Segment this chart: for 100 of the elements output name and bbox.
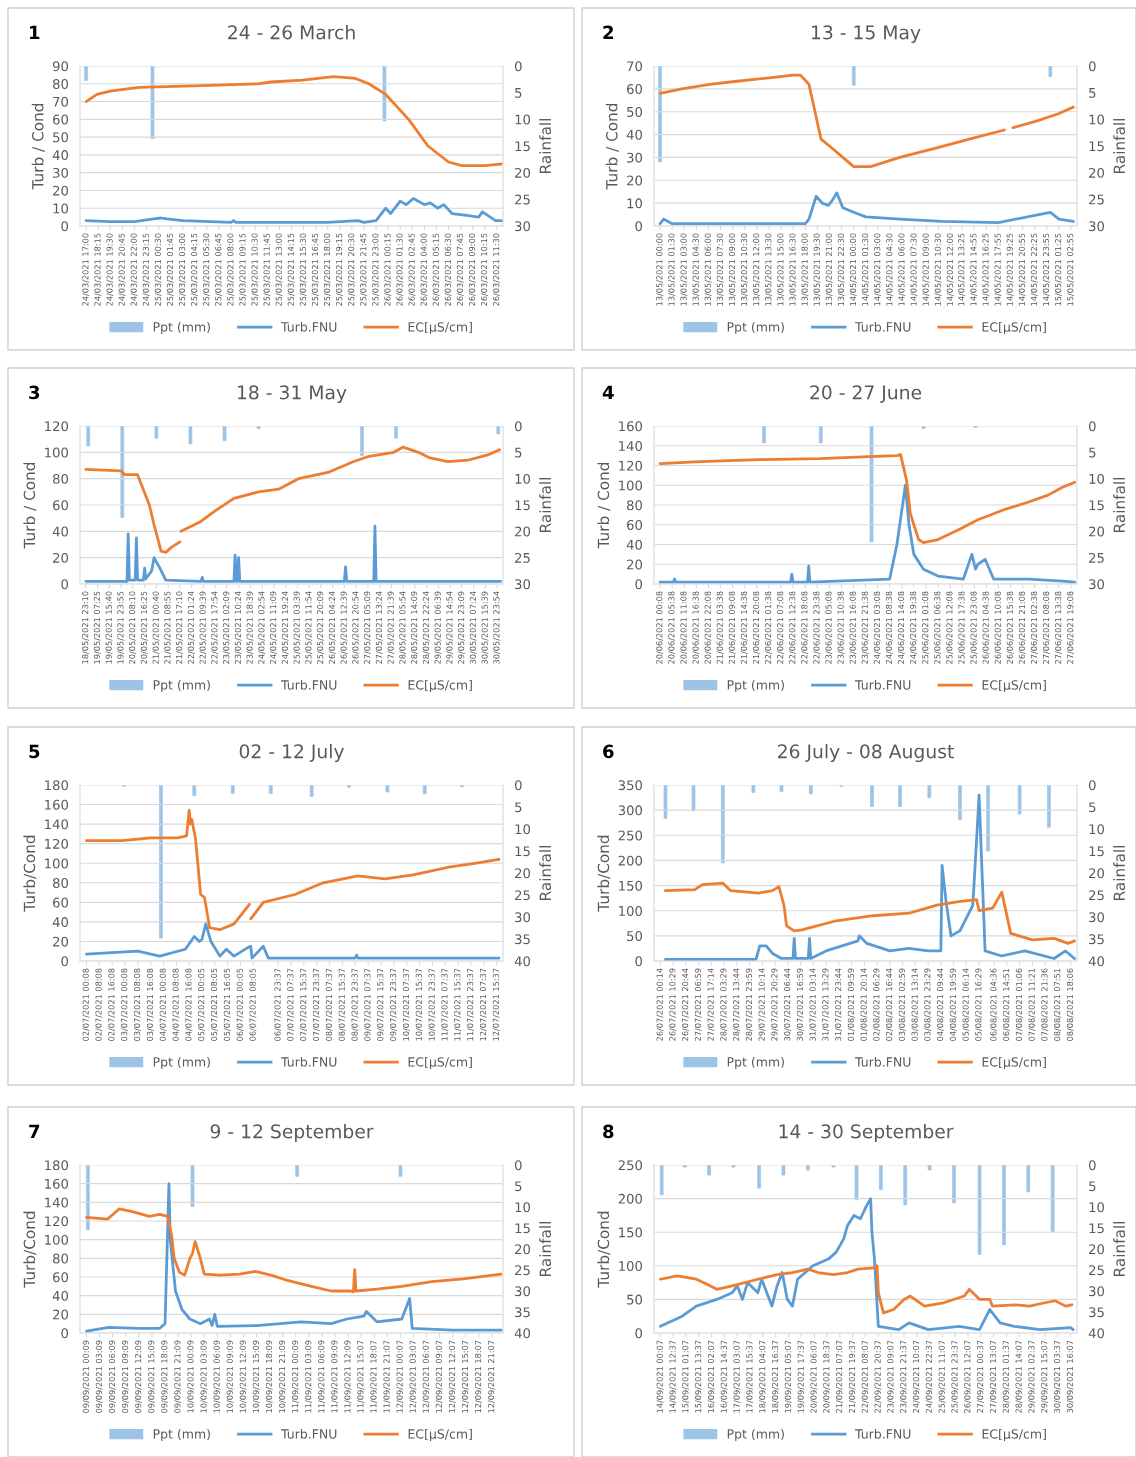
x-tick-label: 13/05/2021 12:00 (753, 233, 760, 306)
chart-title: 18 - 31 May (238, 385, 347, 404)
x-tick-label: 03/07/2021 00:08 (121, 968, 128, 1041)
x-tick-label: 22/06/2021 01:38 (764, 591, 772, 664)
x-tick-label: 13/05/2021 21:00 (825, 233, 833, 306)
y2-tick-label: 30 (1089, 912, 1105, 923)
legend-label: EC[µS/cm] (408, 1056, 472, 1070)
text: 8 (603, 1124, 614, 1139)
x-tick-label: 24/05/2021 02:54 (258, 591, 266, 664)
x-tick-label: 15/09/2021 13:37 (695, 1340, 702, 1413)
y2-tick-label: 30 (515, 1286, 531, 1297)
y-tick-label: 50 (627, 106, 643, 117)
x-tick-label: 24/03/2021 22:00 (130, 233, 138, 306)
x-tick-label: 09/07/2021 15:37 (377, 968, 385, 1041)
x-tick-label: 30/07/2021 06:44 (784, 968, 791, 1041)
y2-tick-label: 30 (1089, 221, 1105, 232)
legend-label: Ppt (mm) (727, 1056, 784, 1070)
x-tick-label: 28/05/2021 14:09 (411, 591, 418, 664)
y2-tick-label: 25 (1089, 890, 1104, 901)
y2-tick-label: 40 (1088, 956, 1105, 967)
y2-tick-label: 15 (515, 1223, 530, 1234)
x-tick-label: 11/09/2021 09:09 (331, 1340, 339, 1413)
y-tick-label: 40 (52, 150, 69, 161)
x-tick-label: 22/06/2021 23:38 (813, 591, 821, 664)
y-tick-label: 100 (45, 447, 69, 458)
x-tick-label: 25/06/2021 17:38 (958, 591, 966, 664)
x-tick-label: 26/03/2021 05:15 (432, 233, 440, 306)
x-tick-label: 25/03/2021 03:00 (178, 233, 186, 306)
x-tick-label: 11/09/2021 00:09 (292, 1340, 299, 1413)
x-tick-label: 25/03/2021 09:15 (239, 233, 247, 306)
x-tick-label: 01/08/2021 20:14 (860, 968, 868, 1041)
x-tick-label: 24/06/2021 08:38 (885, 591, 893, 664)
y2-tick-label: 40 (514, 956, 531, 967)
x-tick-label: 21/06/2021 14:38 (740, 591, 748, 664)
y-tick-label: 80 (52, 1253, 69, 1264)
y-tick-label: 120 (619, 460, 643, 471)
x-tick-label: 24/09/2021 10:07 (912, 1340, 920, 1413)
x-tick-label: 02/08/2021 06:29 (873, 968, 881, 1041)
x-tick-label: 28/05/2021 05:54 (399, 591, 407, 664)
x-tick-label: 30/09/2021 16:07 (1066, 1340, 1074, 1413)
y2-tick-label: 40 (1088, 1328, 1105, 1339)
x-tick-label: 28/09/2021 01:37 (1002, 1340, 1010, 1413)
y-tick-label: 80 (626, 500, 643, 511)
x-tick-label: 07/08/2021 01:06 (1015, 968, 1023, 1041)
x-tick-label: 20/09/2021 18:37 (823, 1340, 831, 1413)
y2-axis-title: Rainfall (1113, 846, 1126, 900)
x-tick-label: 27/05/2021 13:24 (375, 591, 383, 664)
x-tick-label: 30/05/2021 07:24 (469, 591, 477, 664)
x-tick-label: 05/08/2021 06:14 (962, 968, 970, 1041)
x-tick-label: 25/03/2021 01:45 (166, 233, 174, 306)
y-tick-label: 0 (635, 956, 643, 967)
x-tick-label: 30/07/2021 16:59 (796, 968, 804, 1041)
x-tick-label: 14/05/2021 14:55 (970, 233, 978, 306)
x-tick-label: 27/06/2021 19:08 (1067, 591, 1074, 664)
x-tick-label: 05/07/2021 08:05 (210, 968, 218, 1041)
y2-tick-label: 5 (515, 802, 522, 813)
x-tick-label: 29/05/2021 23:09 (458, 591, 465, 664)
x-tick-label: 12/09/2021 21:07 (488, 1340, 495, 1413)
y2-tick-label: 20 (515, 526, 531, 537)
x-tick-label: 25/09/2021 23:37 (951, 1340, 959, 1413)
y-tick-label: 60 (627, 84, 643, 95)
x-tick-label: 20/06/2021 16:38 (692, 591, 700, 664)
x-tick-label: 12/09/2021 06:07 (422, 1340, 430, 1413)
y-tick-label: 10 (53, 203, 69, 214)
x-tick-label: 21/06/2021 03:38 (716, 591, 724, 664)
x-tick-label: 23/09/2021 21:37 (900, 1340, 907, 1413)
text: 2 (603, 25, 613, 39)
x-tick-label: 27/06/2021 02:38 (1030, 591, 1038, 664)
x-tick-label: 26/03/2021 01:30 (396, 233, 404, 306)
x-tick-label: 23/05/2021 10:24 (234, 591, 242, 664)
x-tick-label: 22/09/2021 08:07 (861, 1340, 869, 1413)
legend-label: Ppt (mm) (153, 321, 210, 335)
y-tick-label: 20 (53, 1309, 69, 1320)
x-tick-label: 14/05/2021 03:00 (874, 233, 881, 306)
y2-tick-label: 25 (1089, 552, 1104, 563)
x-tick-label: 26/03/2021 06:30 (444, 233, 452, 306)
x-tick-label: 26/03/2021 11:30 (493, 233, 500, 306)
x-tick-label: 26/09/2021 12:07 (964, 1340, 972, 1413)
x-tick-label: 26/06/2021 21:08 (1018, 591, 1026, 664)
y-tick-label: 0 (635, 1328, 643, 1339)
y-tick-label: 180 (45, 780, 69, 791)
y2-tick-label: 5 (515, 88, 522, 98)
x-tick-label: 14/05/2021 20:55 (1018, 233, 1026, 306)
y2-tick-label: 0 (514, 61, 522, 72)
y2-tick-label: 30 (515, 221, 531, 232)
x-tick-label: 11/09/2021 18:07 (370, 1340, 378, 1413)
legend-label: EC[µS/cm] (408, 679, 472, 693)
y2-tick-label: 25 (515, 890, 530, 901)
y2-axis-title: Rainfall (1113, 1222, 1126, 1276)
text: 1 (30, 25, 40, 39)
y2-tick-label: 20 (515, 1244, 531, 1255)
x-tick-label: 20/06/2021 05:38 (668, 591, 676, 664)
y-tick-label: 200 (618, 1193, 643, 1204)
legend-label: EC[µS/cm] (982, 321, 1046, 335)
x-tick-label: 25/03/2021 14:15 (287, 233, 295, 306)
y-tick-label: 0 (61, 579, 69, 590)
y-tick-label: 100 (45, 1234, 69, 1245)
x-tick-label: 02/07/2021 08:08 (95, 968, 103, 1041)
x-tick-label: 21/09/2021 19:37 (848, 1340, 856, 1413)
x-tick-label: 10/09/2021 21:09 (278, 1340, 286, 1413)
